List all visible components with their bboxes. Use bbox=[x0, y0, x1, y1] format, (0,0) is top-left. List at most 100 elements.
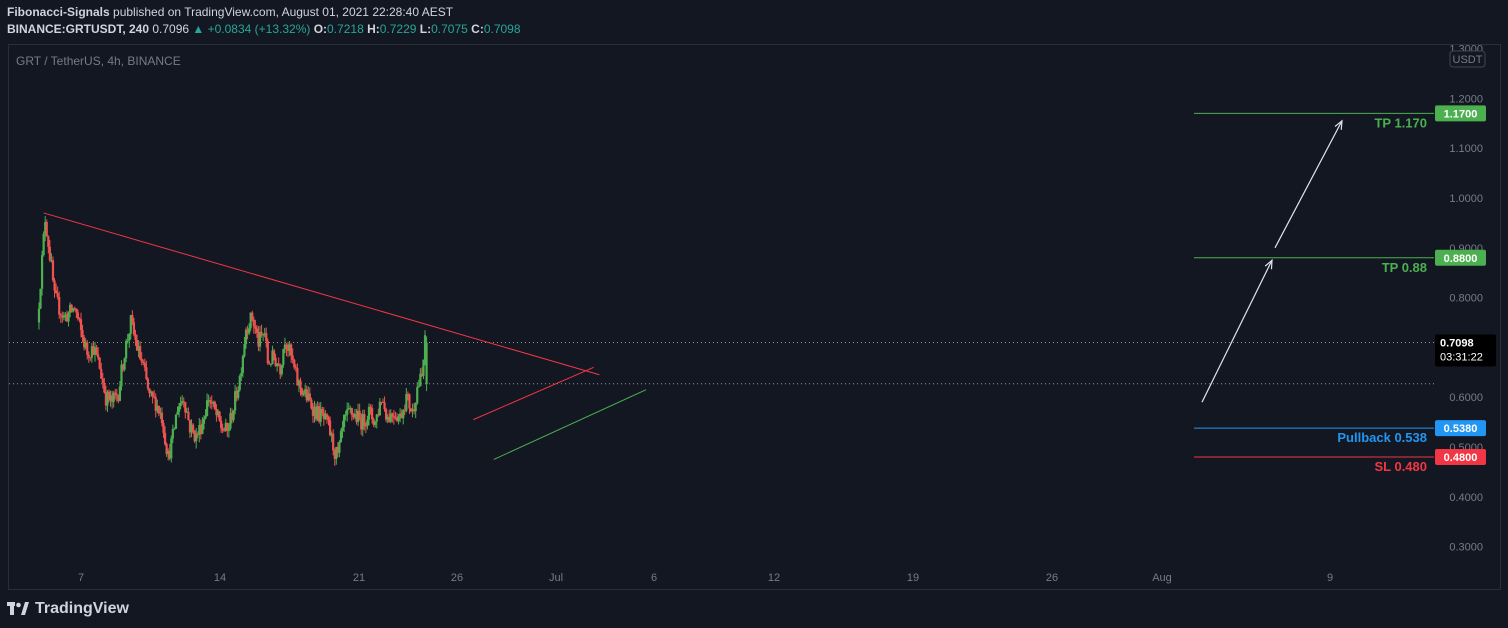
close-label: C: bbox=[467, 22, 484, 36]
open-value: 0.7218 bbox=[327, 22, 364, 36]
projection-arrow bbox=[1274, 120, 1343, 249]
candle-body bbox=[112, 392, 115, 402]
candle-body bbox=[106, 391, 109, 406]
candle-body bbox=[383, 402, 386, 410]
current-price-label: 0.7098 bbox=[1440, 338, 1474, 350]
candle-body bbox=[388, 416, 391, 422]
candle-body bbox=[355, 413, 358, 423]
candle-body bbox=[356, 410, 360, 423]
candle-body bbox=[165, 444, 168, 455]
candle-body bbox=[266, 341, 269, 364]
candle-body bbox=[148, 388, 151, 394]
candle-body bbox=[72, 308, 75, 312]
candle-body bbox=[83, 337, 86, 348]
x-tick-label: 26 bbox=[1046, 572, 1058, 584]
candle-body bbox=[210, 402, 213, 404]
candle-body bbox=[399, 413, 402, 417]
candle-body bbox=[177, 406, 181, 412]
candle-body bbox=[290, 344, 293, 356]
close-value: 0.7098 bbox=[483, 22, 521, 36]
last-price: 0.7096 bbox=[149, 22, 193, 36]
candle-body bbox=[405, 393, 408, 411]
candle-body bbox=[67, 312, 70, 322]
candle-body bbox=[305, 389, 308, 401]
symbol-label: BINANCE:GRTUSDT, 240 bbox=[7, 22, 150, 36]
candle-body bbox=[162, 423, 165, 433]
candle-body bbox=[252, 319, 255, 327]
candle-body bbox=[244, 329, 248, 345]
candle-body bbox=[409, 408, 413, 412]
candle-body bbox=[325, 414, 329, 418]
candle-body bbox=[299, 380, 302, 389]
candle-body bbox=[350, 408, 353, 415]
candle-body bbox=[100, 368, 103, 379]
candle-body bbox=[151, 391, 154, 397]
candle-body bbox=[280, 364, 283, 375]
level-axis-label: 0.8800 bbox=[1444, 253, 1478, 265]
candle-body bbox=[120, 364, 123, 387]
candle-body bbox=[304, 389, 307, 394]
low-label: L: bbox=[416, 22, 432, 36]
candle-body bbox=[114, 392, 117, 395]
candle-body bbox=[69, 304, 72, 313]
y-tick-label: 0.6000 bbox=[1449, 392, 1483, 404]
candle-body bbox=[137, 346, 140, 351]
candle-body bbox=[341, 427, 344, 432]
tradingview-logo[interactable]: TradingView bbox=[7, 600, 129, 618]
candle-body bbox=[163, 432, 167, 445]
candle-body bbox=[95, 347, 98, 355]
candle-body bbox=[157, 405, 160, 414]
candle-body bbox=[179, 402, 182, 407]
candle-body bbox=[131, 315, 134, 323]
candle-body bbox=[121, 364, 125, 370]
candle-body bbox=[364, 425, 367, 427]
candle-body bbox=[227, 428, 230, 431]
candle-body bbox=[282, 349, 285, 365]
candle-body bbox=[97, 354, 100, 358]
candle-body bbox=[125, 341, 128, 359]
candle-body bbox=[344, 414, 347, 416]
candle-body bbox=[224, 422, 227, 431]
candle-body bbox=[408, 394, 411, 409]
candle-body bbox=[139, 346, 142, 359]
y-tick-label: 1.1000 bbox=[1449, 143, 1483, 155]
candle-body bbox=[413, 409, 416, 412]
candle-body bbox=[184, 402, 187, 413]
candle-body bbox=[296, 368, 299, 386]
chart-frame[interactable]: TP 1.170 TP 0.88 Pullback 0.538 SL 0.480 1.… bbox=[8, 44, 1501, 590]
candle-body bbox=[313, 406, 316, 416]
y-tick-label: 1.2000 bbox=[1449, 93, 1483, 105]
candle-body bbox=[286, 348, 290, 351]
x-tick-label: Jul bbox=[549, 572, 563, 584]
candle-body bbox=[374, 421, 377, 425]
candle-body bbox=[414, 403, 417, 412]
candle-body bbox=[84, 342, 87, 348]
candle-body bbox=[59, 314, 62, 316]
candle-body bbox=[135, 339, 139, 351]
candle-body bbox=[123, 358, 126, 370]
candle-body bbox=[308, 393, 311, 400]
author-name[interactable]: Fibonacci-Signals bbox=[7, 5, 110, 19]
candle-body bbox=[216, 411, 220, 416]
candle-body bbox=[223, 430, 226, 432]
candle-body bbox=[117, 395, 120, 401]
candle-body bbox=[191, 424, 195, 431]
high-value: 0.7229 bbox=[379, 22, 417, 36]
candle-body bbox=[56, 293, 59, 297]
candle-body bbox=[255, 328, 259, 333]
candle-body bbox=[229, 413, 232, 429]
y-tick-label: 1.0000 bbox=[1449, 193, 1483, 205]
candle-body bbox=[254, 326, 257, 329]
x-tick-label: 14 bbox=[214, 572, 226, 584]
candle-body bbox=[73, 308, 76, 310]
candle-body bbox=[209, 400, 212, 403]
candle-body bbox=[153, 396, 156, 398]
candle-body bbox=[318, 406, 321, 422]
candle-body bbox=[400, 413, 403, 419]
candle-body bbox=[328, 420, 332, 436]
candlestick-chart[interactable]: TP 1.170 TP 0.88 Pullback 0.538 SL 0.480 1.… bbox=[9, 45, 1500, 589]
candle-body bbox=[40, 255, 44, 289]
candle-body bbox=[79, 319, 83, 331]
candle-body bbox=[129, 315, 132, 334]
candle-body bbox=[212, 401, 215, 404]
